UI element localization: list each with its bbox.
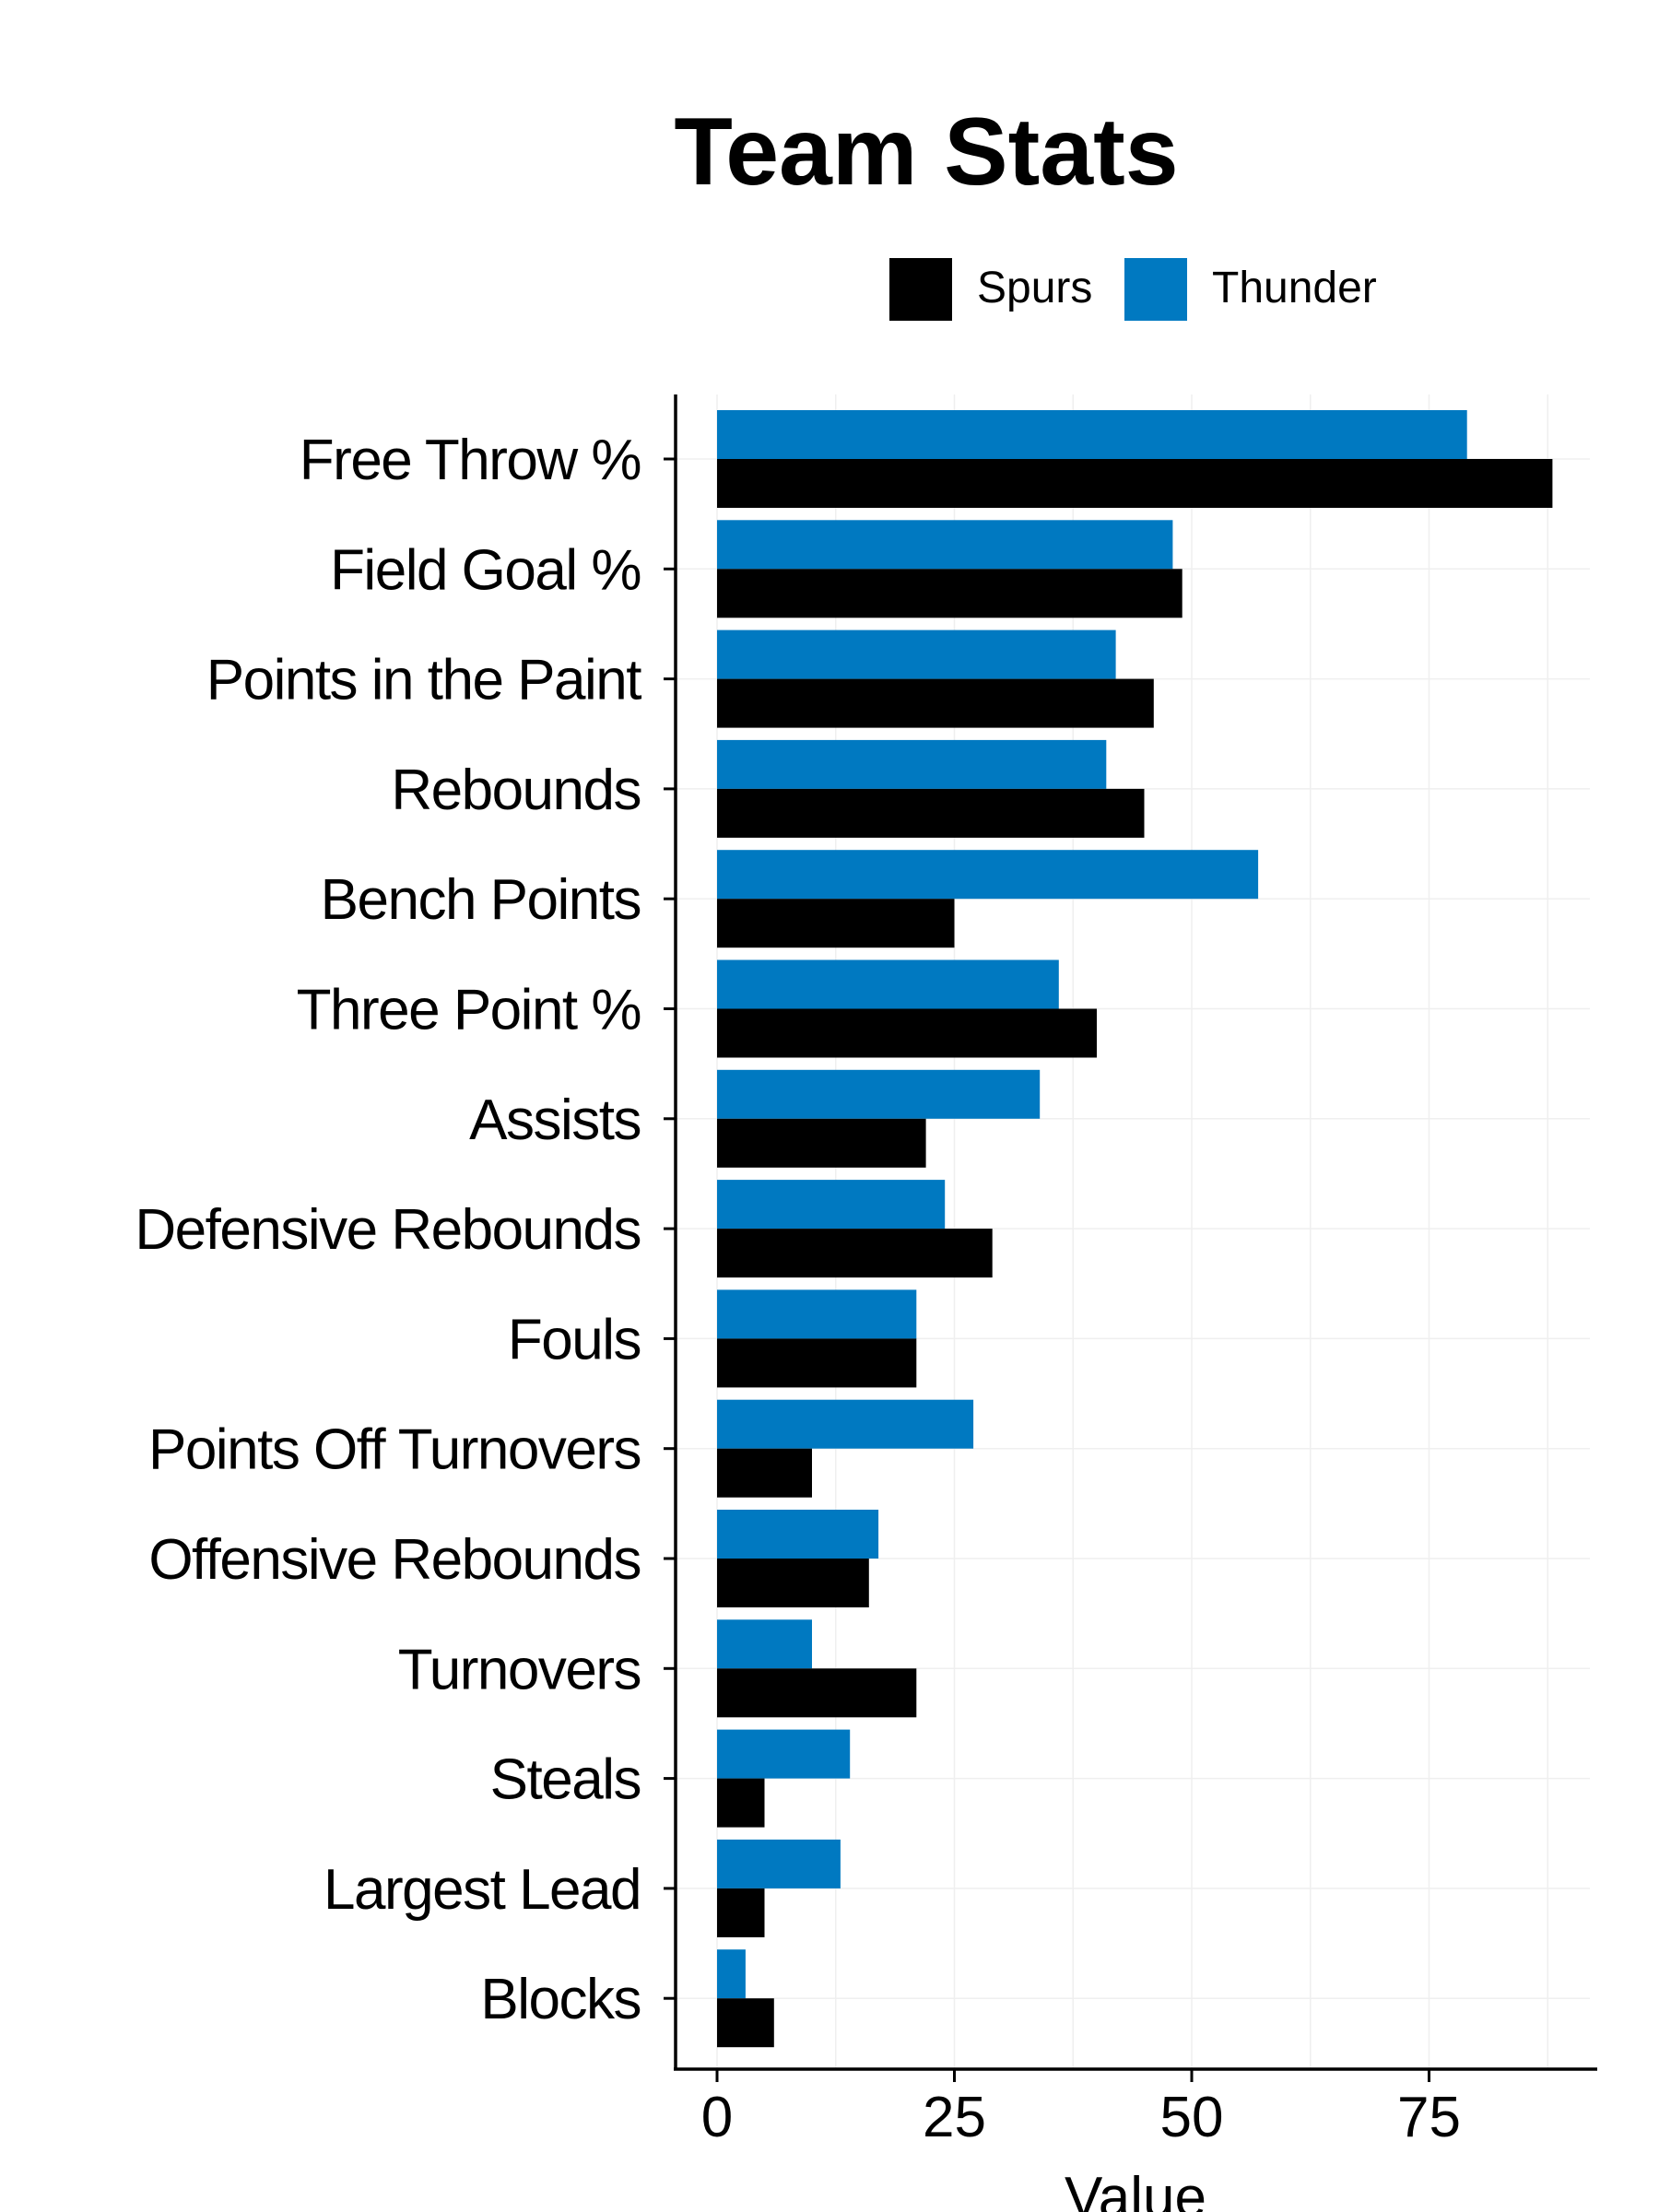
y-tick-label-fouls: Fouls xyxy=(508,1308,641,1371)
bar-thunder-points-in-the-paint xyxy=(717,629,1116,679)
bar-spurs-largest-lead xyxy=(717,1888,765,1937)
chart-title: Team Stats xyxy=(674,99,1178,206)
bar-thunder-field-goal-pct xyxy=(717,520,1173,570)
legend-swatch-spurs xyxy=(889,258,952,321)
legend: Spurs Thunder xyxy=(889,258,1377,321)
bar-spurs-steals xyxy=(717,1778,765,1828)
bar-thunder-largest-lead xyxy=(717,1839,841,1888)
y-tick-label-field-goal-pct: Field Goal % xyxy=(330,538,641,602)
bar-spurs-rebounds xyxy=(717,788,1145,838)
bar-thunder-free-throw-pct xyxy=(717,410,1467,459)
y-tick-label-defensive-rebounds: Defensive Rebounds xyxy=(135,1198,641,1262)
legend-swatch-thunder xyxy=(1124,258,1187,321)
bar-thunder-rebounds xyxy=(717,739,1107,789)
y-tick-label-steals: Steals xyxy=(490,1748,641,1812)
bar-spurs-points-in-the-paint xyxy=(717,678,1154,728)
y-tick-label-largest-lead: Largest Lead xyxy=(324,1858,641,1922)
bar-spurs-free-throw-pct xyxy=(717,459,1553,508)
x-axis-label: Value xyxy=(1065,2166,1206,2212)
bars xyxy=(717,410,1553,2048)
y-tick-label-points-off-turnovers: Points Off Turnovers xyxy=(148,1418,641,1482)
y-tick-label-assists: Assists xyxy=(469,1088,641,1152)
y-tick-label-rebounds: Rebounds xyxy=(391,759,641,822)
bar-thunder-bench-points xyxy=(717,850,1259,900)
bar-spurs-assists xyxy=(717,1118,926,1168)
y-tick-label-bench-points: Bench Points xyxy=(321,868,641,932)
bar-spurs-field-goal-pct xyxy=(717,569,1182,618)
y-tick-label-free-throw-pct: Free Throw % xyxy=(300,429,641,492)
bar-thunder-points-off-turnovers xyxy=(717,1399,974,1449)
y-axis-labels: Free Throw % Field Goal % Points in the Pa… xyxy=(135,429,676,2031)
bar-spurs-offensive-rebounds xyxy=(717,1559,869,1607)
x-axis-ticks: 0 25 50 75 xyxy=(701,2069,1461,2149)
y-tick-label-three-point-pct: Three Point % xyxy=(297,979,641,1042)
legend-label-thunder: Thunder xyxy=(1212,264,1377,312)
bar-spurs-three-point-pct xyxy=(717,1008,1097,1058)
bar-thunder-blocks xyxy=(717,1949,746,1999)
bar-spurs-defensive-rebounds xyxy=(717,1229,993,1278)
y-tick-label-blocks: Blocks xyxy=(480,1968,641,2031)
bar-spurs-fouls xyxy=(717,1338,917,1388)
x-tick-label-50: 50 xyxy=(1160,2086,1224,2149)
x-tick-label-75: 75 xyxy=(1397,2086,1461,2149)
bar-thunder-steals xyxy=(717,1729,851,1779)
x-tick-label-25: 25 xyxy=(923,2086,986,2149)
x-tick-label-0: 0 xyxy=(701,2086,733,2149)
bar-spurs-bench-points xyxy=(717,899,955,948)
bar-spurs-points-off-turnovers xyxy=(717,1448,812,1498)
bar-spurs-turnovers xyxy=(717,1668,917,1718)
bar-thunder-three-point-pct xyxy=(717,959,1059,1009)
bar-thunder-defensive-rebounds xyxy=(717,1180,946,1230)
y-tick-label-offensive-rebounds: Offensive Rebounds xyxy=(148,1528,641,1592)
bar-thunder-turnovers xyxy=(717,1619,812,1669)
bar-thunder-offensive-rebounds xyxy=(717,1510,879,1559)
bar-thunder-assists xyxy=(717,1069,1041,1119)
y-tick-label-points-in-the-paint: Points in the Paint xyxy=(206,649,642,712)
y-tick-label-turnovers: Turnovers xyxy=(398,1638,641,1701)
bar-spurs-blocks xyxy=(717,1998,774,2048)
legend-label-spurs: Spurs xyxy=(977,264,1092,312)
bar-thunder-fouls xyxy=(717,1289,917,1339)
